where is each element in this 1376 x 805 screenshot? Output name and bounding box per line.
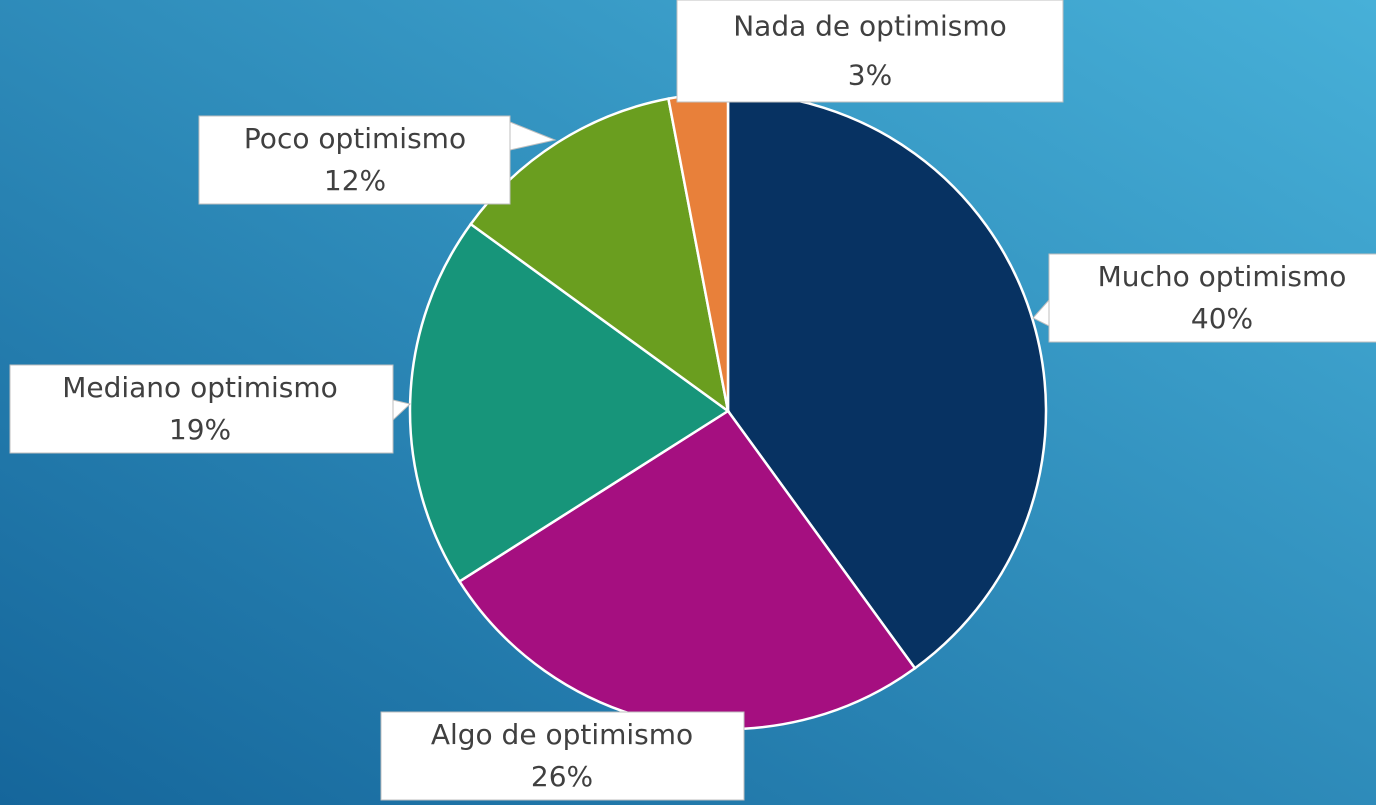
category-label: Nada de optimismo: [733, 10, 1007, 43]
value-label: 40%: [1191, 302, 1253, 335]
pie-slice: [726, 91, 1048, 671]
category-label: Mediano optimismo: [62, 371, 338, 404]
label-box: [1048, 253, 1376, 343]
category-label: Poco optimismo: [244, 122, 466, 155]
pie-slice: [468, 97, 730, 414]
value-label: 12%: [324, 164, 386, 197]
value-label: 3%: [848, 59, 892, 92]
pie-slice: [408, 222, 731, 584]
label-box: [9, 364, 394, 454]
value-label: 26%: [531, 760, 593, 793]
category-label: Mucho optimismo: [1098, 260, 1347, 293]
pie: [408, 91, 1048, 731]
category-label: Algo de optimismo: [431, 718, 693, 751]
label-box: [380, 711, 745, 801]
label-box: [198, 115, 511, 205]
label-box: [676, 0, 1064, 103]
data-labels: Mucho optimismo 40% Algo de optimismo 26% Me…: [9, 0, 1376, 801]
value-label: 19%: [169, 413, 231, 446]
